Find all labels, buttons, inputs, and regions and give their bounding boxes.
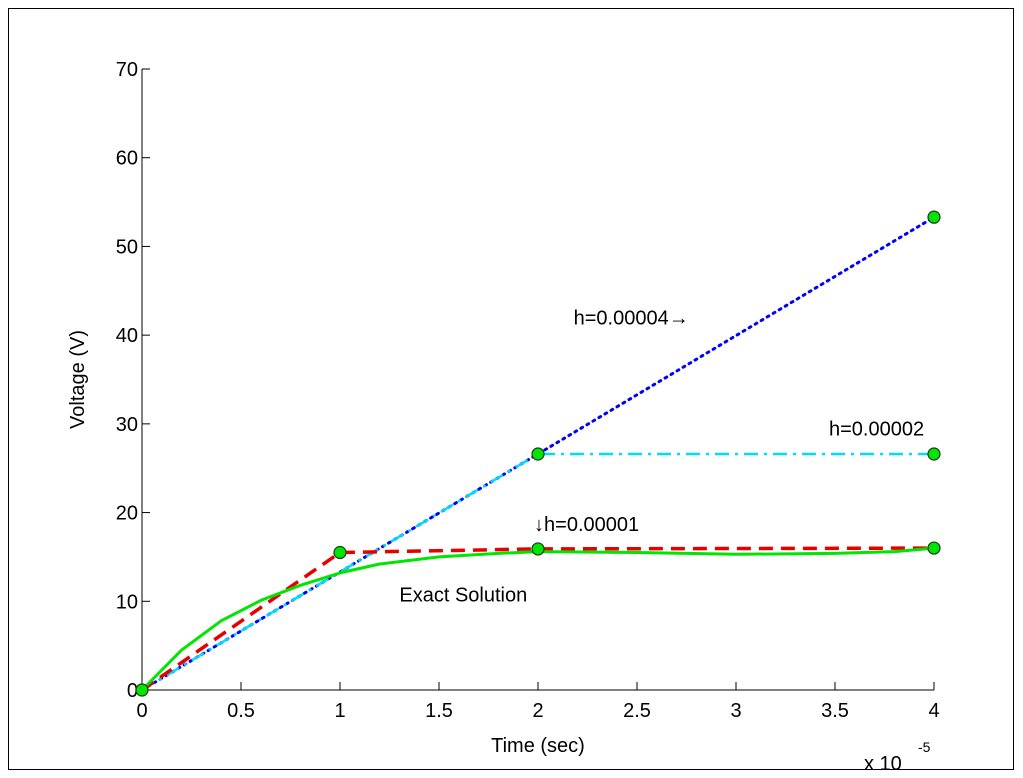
x-tick-label: 2.5 (623, 700, 651, 722)
data-point-marker (333, 545, 347, 560)
x-tick-label: 3.5 (821, 700, 849, 722)
data-point-marker (531, 542, 545, 556)
x-tick-label: 1 (334, 700, 345, 722)
annotation-label: ↓h=0.00001 (534, 514, 639, 536)
y-tick-label: 0 (127, 680, 138, 702)
figure-frame (8, 8, 1014, 770)
series-line-solid (140, 546, 935, 692)
y-axis-title: Voltage (V) (67, 330, 89, 429)
data-point-marker (927, 210, 941, 224)
x-axis-multiplier: x 10 (864, 753, 902, 775)
x-tick-label: 3 (730, 700, 741, 722)
label-layer: Time (sec) Voltage (V) x 10 -5 h=0.00004→ h=0… (67, 307, 931, 775)
y-tick-label: 60 (116, 148, 138, 170)
x-tick-label: 0 (136, 700, 147, 722)
data-point-marker (927, 447, 941, 461)
x-tick-label: 2 (532, 700, 543, 722)
annotation-label: Exact Solution (399, 584, 527, 606)
x-tick-label: 1.5 (425, 700, 453, 722)
annotation-label: h=0.00004→ (574, 307, 689, 329)
x-axis-multiplier-exponent: -5 (918, 739, 931, 755)
annotation-label: h=0.00002 (829, 418, 924, 440)
marker-layer (135, 210, 941, 697)
y-tick-label: 20 (116, 503, 138, 525)
y-tick-label: 10 (116, 591, 138, 613)
series-line-dashed (141, 546, 935, 692)
y-tick-label: 40 (116, 325, 138, 347)
y-tick-label: 70 (116, 59, 138, 81)
x-axis-title: Time (sec) (491, 735, 585, 757)
series-line-dash-dot (141, 452, 934, 692)
data-point-marker (531, 447, 545, 461)
y-tick-label: 30 (116, 414, 138, 436)
x-tick-label: 0.5 (227, 700, 255, 722)
x-tick-label: 4 (928, 700, 939, 722)
y-tick-label: 50 (116, 236, 138, 258)
data-point-marker (135, 683, 149, 697)
data-point-marker (927, 541, 941, 555)
